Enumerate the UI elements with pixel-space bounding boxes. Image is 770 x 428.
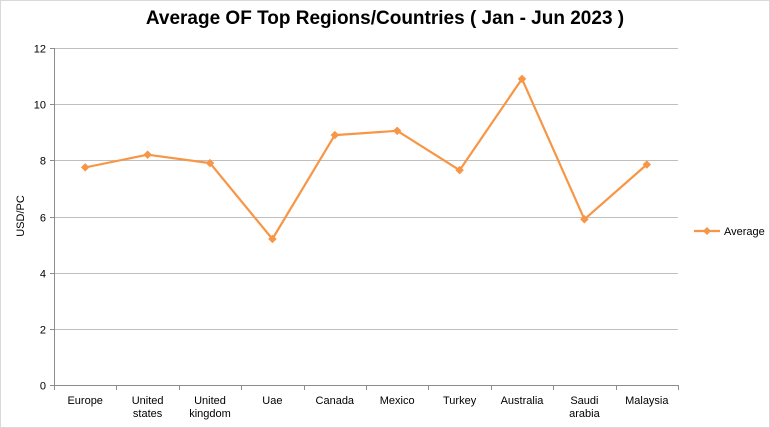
x-tick-label: Australia [501,395,545,407]
x-tick-label: United states [132,395,164,420]
data-point [517,74,527,84]
legend-marker [703,227,711,235]
x-tick-label: Turkey [443,395,477,407]
data-point [143,150,152,160]
y-tick-label: 10 [34,100,46,112]
data-point [392,126,402,136]
chart-title: Average OF Top Regions/Countries ( Jan -… [145,8,625,29]
series-line-average [84,77,648,241]
x-tick-label: United kingdom [189,395,231,420]
data-point [580,214,589,224]
gridlines [54,48,678,330]
data-point [268,234,277,244]
x-tick-label: Uae [262,395,282,407]
data-point [80,163,90,172]
y-tick-label: 6 [40,213,46,225]
x-tick-label: Canada [316,395,355,407]
legend: Average [694,226,765,238]
data-point [205,158,215,168]
data-point [642,160,652,169]
axes [50,48,679,390]
x-tick-label: Malaysia [625,395,669,407]
y-tick-labels: 0 2 4 6 8 10 12 [34,44,46,393]
series [80,74,652,244]
legend-label-average: Average [724,226,765,238]
y-tick-label: 12 [34,44,46,56]
y-tick-label: 0 [40,381,46,393]
x-tick-label: Mexico [380,395,415,407]
y-tick-label: 8 [40,156,46,168]
y-tick-label: 4 [40,269,46,281]
data-point [330,130,340,140]
x-tick-label: Europe [67,395,102,407]
x-tick-labels: Europe United states United kingdom Uae Canada… [67,395,669,420]
y-tick-label: 2 [40,325,46,337]
y-axis-title: USD/PC [15,195,27,237]
data-point [455,165,464,175]
x-tick-label: Saudi arabia [569,395,600,420]
